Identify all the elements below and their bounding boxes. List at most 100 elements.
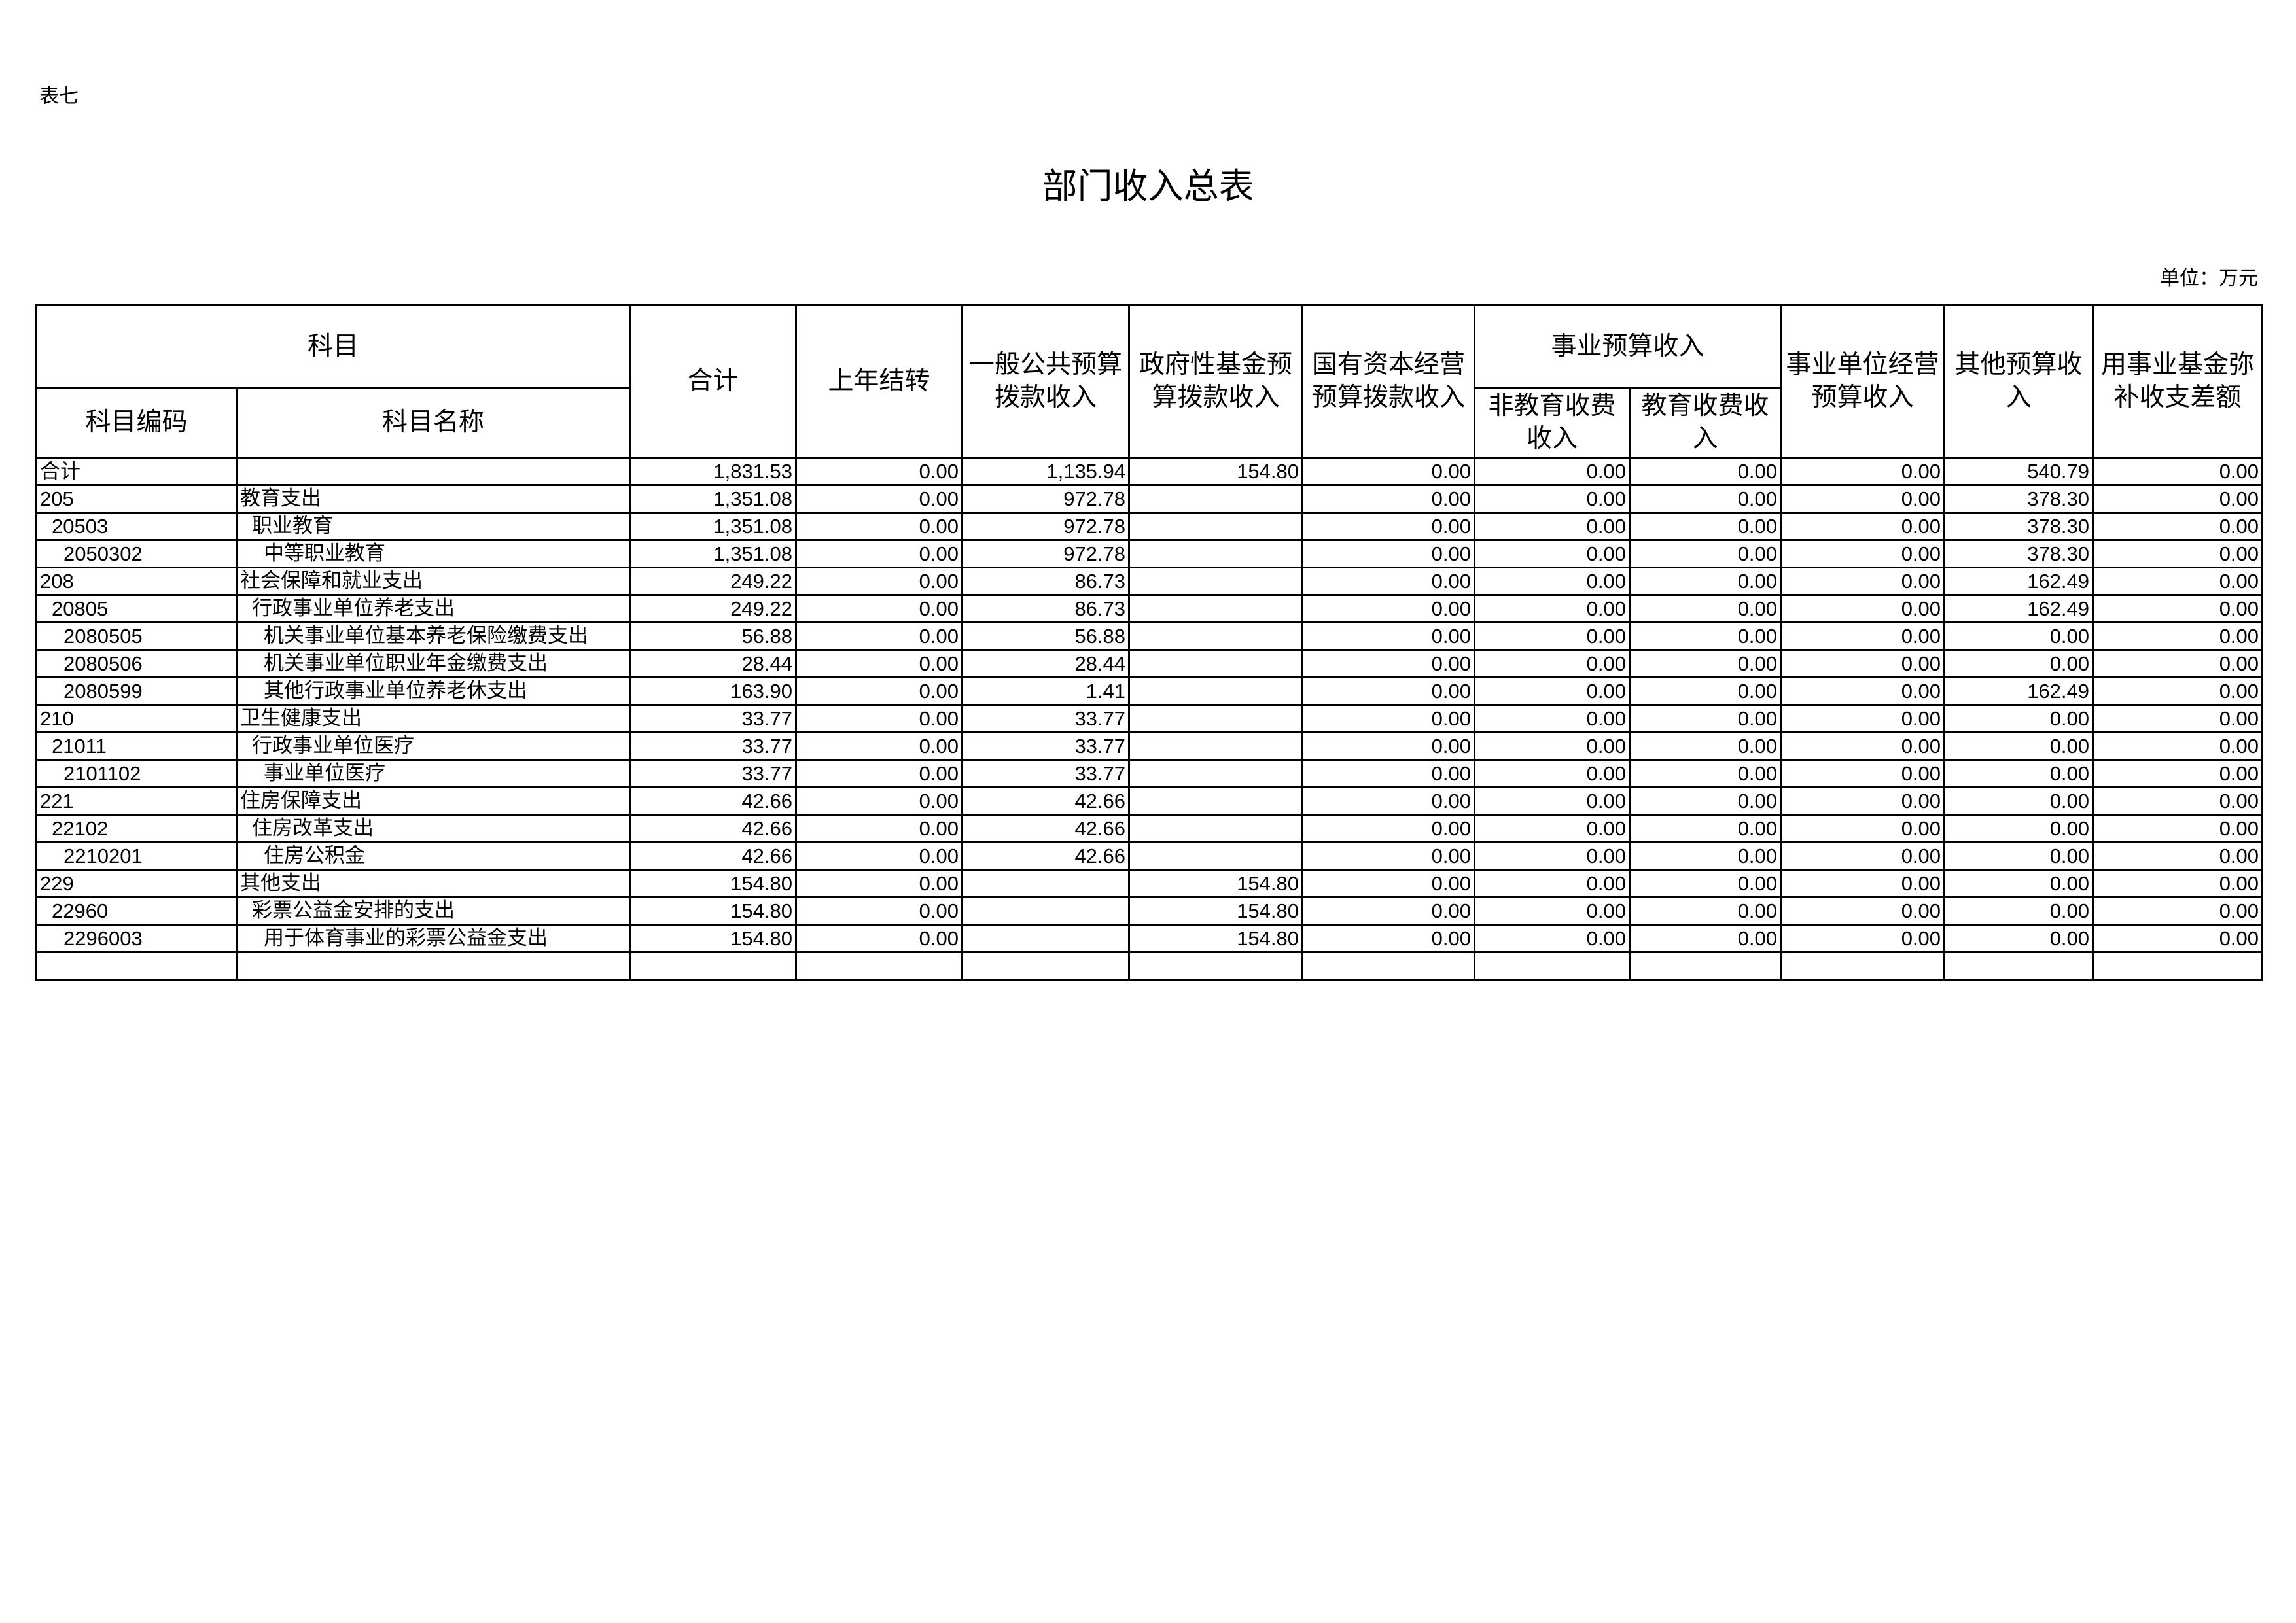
page-title: 部门收入总表 [1042,166,1254,207]
subject-name: 教育支出 [235,484,631,514]
table-row: 2210201 住房公积金 42.66 0.00 42.66 0.00 0.00 0.00 0.… [35,841,2264,871]
amount-cell: 0.00 [1474,731,1631,761]
amount-cell: 0.00 [1629,759,1782,788]
amount-cell: 0.00 [1301,704,1476,733]
amount-cell: 0.00 [1780,759,1946,788]
header-total: 合计 [629,304,798,459]
amount-cell: 56.88 [629,621,798,651]
amount-cell: 0.00 [1474,786,1631,816]
table-row: 22102 住房改革支出 42.66 0.00 42.66 0.00 0.00 0.00 0.0… [35,814,2264,843]
amount-cell: 378.30 [1943,484,2094,514]
amount-cell: 0.00 [1474,759,1631,788]
amount-cell: 0.00 [1780,786,1946,816]
amount-cell: 0.00 [795,759,964,788]
subject-name: 职业教育 [235,512,631,541]
amount-cell: 42.66 [629,814,798,843]
amount-cell: 0.00 [1780,484,1946,514]
amount-cell: 42.66 [961,814,1131,843]
empty-cell [235,951,631,981]
subject-code: 229 [35,869,238,898]
amount-cell: 1,135.94 [961,457,1131,486]
amount-cell: 0.00 [1629,621,1782,651]
subject-name: 卫生健康支出 [235,704,631,733]
amount-cell: 33.77 [961,759,1131,788]
amount-cell: 0.00 [1474,704,1631,733]
amount-cell: 0.00 [1474,539,1631,568]
amount-cell: 0.00 [1943,814,2094,843]
subject-name [235,457,631,486]
amount-cell: 33.77 [629,704,798,733]
amount-cell: 0.00 [1780,621,1946,651]
table-row: 2101102 事业单位医疗 33.77 0.00 33.77 0.00 0.00 0.00 0… [35,759,2264,788]
amount-cell: 249.22 [629,567,798,596]
amount-cell: 0.00 [1474,621,1631,651]
amount-cell: 540.79 [1943,457,2094,486]
amount-cell: 0.00 [795,841,964,871]
amount-cell: 0.00 [1474,484,1631,514]
amount-cell: 0.00 [1629,814,1782,843]
amount-cell: 0.00 [1780,704,1946,733]
amount-cell: 0.00 [2092,621,2264,651]
table-row: 205 教育支出 1,351.08 0.00 972.78 0.00 0.00 0.00 0.0… [35,484,2264,514]
amount-cell: 0.00 [1943,869,2094,898]
amount-cell: 0.00 [1780,676,1946,706]
amount-cell: 0.00 [1474,869,1631,898]
amount-cell: 162.49 [1943,567,2094,596]
amount-cell: 163.90 [629,676,798,706]
amount-cell: 1.41 [961,676,1131,706]
empty-cell [961,951,1131,981]
header-general-budget: 一般公共预算拨款收入 [961,304,1131,459]
empty-cell [1128,951,1304,981]
amount-cell: 0.00 [2092,869,2264,898]
amount-cell [1128,621,1304,651]
subject-name: 事业单位医疗 [235,759,631,788]
amount-cell: 0.00 [1629,896,1782,926]
amount-cell: 0.00 [795,539,964,568]
amount-cell [1128,649,1304,678]
subject-code: 22102 [35,814,238,843]
amount-cell: 0.00 [2092,676,2264,706]
amount-cell: 42.66 [961,841,1131,871]
amount-cell: 56.88 [961,621,1131,651]
amount-cell: 28.44 [961,649,1131,678]
amount-cell: 249.22 [629,594,798,623]
amount-cell: 0.00 [1780,567,1946,596]
table-row: 208 社会保障和就业支出 249.22 0.00 86.73 0.00 0.00 0.00 0… [35,567,2264,596]
amount-cell: 0.00 [1301,676,1476,706]
amount-cell: 0.00 [1301,924,1476,953]
amount-cell: 0.00 [1780,841,1946,871]
subject-name: 机关事业单位基本养老保险缴费支出 [235,621,631,651]
amount-cell: 0.00 [1301,594,1476,623]
empty-cell [1629,951,1782,981]
amount-cell [1128,814,1304,843]
subject-name: 住房公积金 [235,841,631,871]
amount-cell: 0.00 [1301,512,1476,541]
amount-cell: 154.80 [629,896,798,926]
amount-cell: 0.00 [795,924,964,953]
amount-cell: 0.00 [2092,786,2264,816]
amount-cell: 0.00 [1629,869,1782,898]
empty-cell [1943,951,2094,981]
amount-cell: 0.00 [1943,841,2094,871]
amount-cell: 0.00 [795,621,964,651]
amount-cell: 0.00 [1780,457,1946,486]
amount-cell: 0.00 [2092,649,2264,678]
amount-cell: 162.49 [1943,676,2094,706]
amount-cell: 0.00 [2092,896,2264,926]
header-operating: 事业单位经营预算收入 [1780,304,1946,459]
table-row: 21011 行政事业单位医疗 33.77 0.00 33.77 0.00 0.00 0.00 0… [35,731,2264,761]
amount-cell: 0.00 [1780,731,1946,761]
amount-cell: 154.80 [1128,924,1304,953]
blank-row [35,951,2264,981]
table-row: 22960 彩票公益金安排的支出 154.80 0.00 154.80 0.00 0.00 0… [35,896,2264,926]
subject-code: 208 [35,567,238,596]
amount-cell: 0.00 [795,484,964,514]
amount-cell: 0.00 [2092,512,2264,541]
header-code: 科目编码 [35,387,238,459]
subject-name: 社会保障和就业支出 [235,567,631,596]
subject-name: 行政事业单位医疗 [235,731,631,761]
amount-cell: 0.00 [1301,457,1476,486]
amount-cell: 0.00 [795,649,964,678]
amount-cell: 0.00 [2092,539,2264,568]
amount-cell [1128,676,1304,706]
